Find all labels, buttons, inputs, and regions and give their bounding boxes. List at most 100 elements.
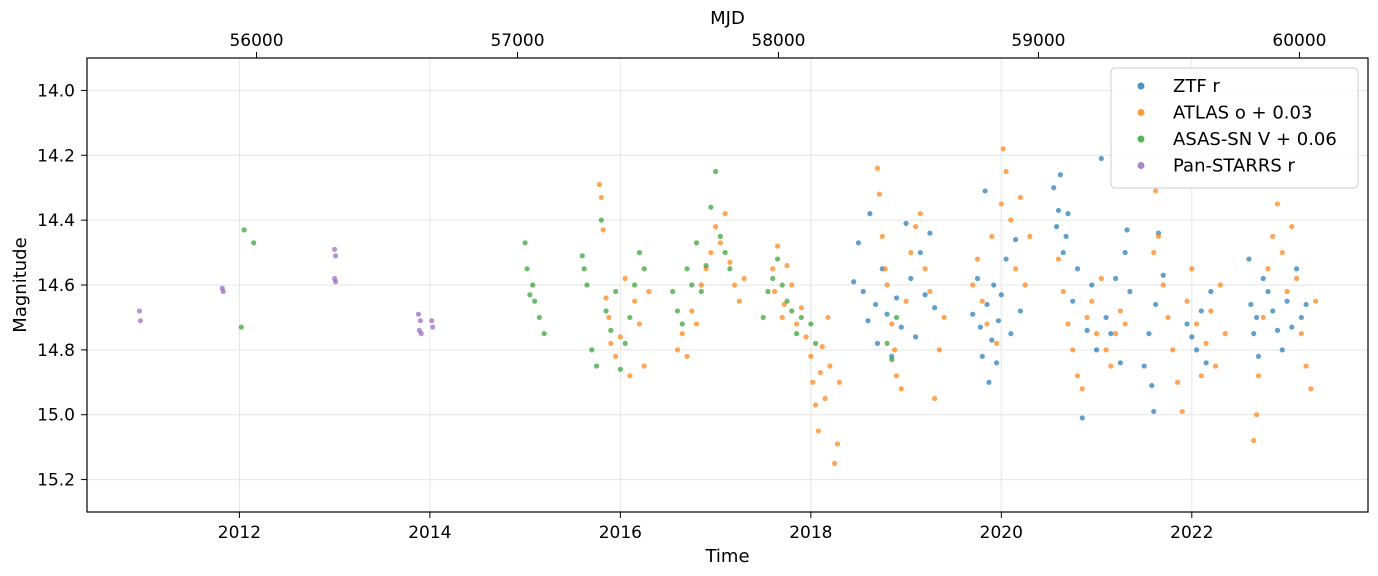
data-point bbox=[1151, 249, 1157, 256]
data-point bbox=[1070, 347, 1076, 353]
data-point bbox=[760, 314, 766, 321]
data-point bbox=[893, 295, 900, 301]
data-point bbox=[641, 266, 647, 272]
data-point bbox=[717, 233, 723, 239]
data-point bbox=[1265, 288, 1271, 295]
data-point bbox=[1179, 408, 1185, 415]
data-point bbox=[1089, 282, 1095, 288]
data-point bbox=[825, 314, 831, 321]
data-point bbox=[898, 324, 904, 330]
data-point bbox=[982, 188, 988, 194]
data-point bbox=[1274, 201, 1281, 207]
data-point bbox=[1293, 275, 1300, 282]
data-point bbox=[536, 314, 542, 321]
data-point bbox=[636, 249, 643, 256]
data-point bbox=[989, 337, 995, 343]
data-point bbox=[832, 460, 838, 466]
data-point bbox=[670, 288, 676, 295]
data-point bbox=[1117, 360, 1123, 366]
data-point bbox=[251, 240, 257, 246]
top-tick-label: 56000 bbox=[229, 31, 283, 51]
data-point bbox=[774, 256, 781, 262]
data-point bbox=[922, 266, 928, 272]
data-point bbox=[1013, 237, 1019, 243]
top-tick-label: 60000 bbox=[1272, 31, 1326, 51]
data-point bbox=[815, 428, 822, 434]
top-tick-label: 59000 bbox=[1011, 31, 1065, 51]
data-point bbox=[332, 279, 339, 285]
data-point bbox=[689, 308, 695, 314]
data-point bbox=[1079, 386, 1085, 392]
data-point bbox=[893, 314, 900, 321]
x-tick-label: 2018 bbox=[789, 523, 832, 543]
data-point bbox=[1141, 363, 1147, 369]
top-tick-label: 57000 bbox=[490, 31, 544, 51]
data-point bbox=[727, 266, 733, 272]
data-point bbox=[873, 301, 879, 308]
data-point bbox=[589, 347, 595, 353]
y-tick-label: 15.2 bbox=[37, 471, 75, 491]
data-point bbox=[793, 321, 800, 327]
data-point bbox=[679, 321, 685, 327]
data-point bbox=[703, 262, 709, 269]
data-point bbox=[1208, 308, 1214, 314]
data-point bbox=[1213, 363, 1219, 369]
data-point bbox=[598, 194, 604, 201]
data-point bbox=[612, 353, 619, 359]
data-point bbox=[789, 308, 795, 314]
data-point bbox=[882, 266, 888, 272]
data-point bbox=[784, 298, 790, 304]
data-point bbox=[1008, 331, 1014, 337]
data-point bbox=[784, 262, 790, 269]
data-point bbox=[876, 191, 883, 197]
data-point bbox=[1184, 298, 1190, 304]
data-point bbox=[736, 298, 743, 304]
data-point bbox=[874, 340, 881, 346]
data-point bbox=[1065, 321, 1071, 327]
x-tick-label: 2014 bbox=[408, 523, 451, 543]
data-point bbox=[137, 318, 143, 324]
data-point bbox=[808, 353, 814, 359]
data-point bbox=[779, 314, 785, 321]
data-point bbox=[1065, 211, 1071, 217]
data-point bbox=[808, 321, 814, 327]
data-point bbox=[541, 331, 547, 337]
data-point bbox=[1113, 275, 1119, 282]
data-point bbox=[932, 395, 938, 402]
data-point bbox=[798, 314, 804, 321]
data-point bbox=[622, 340, 628, 346]
data-point bbox=[836, 379, 843, 385]
y-tick-label: 14.6 bbox=[37, 276, 75, 296]
data-point bbox=[608, 340, 614, 346]
data-point bbox=[1060, 288, 1066, 295]
series-2 bbox=[238, 168, 900, 372]
data-point bbox=[1284, 288, 1290, 295]
data-point bbox=[1113, 331, 1119, 337]
data-point bbox=[1189, 334, 1195, 340]
data-point bbox=[793, 331, 800, 337]
data-point bbox=[1051, 185, 1057, 191]
data-point bbox=[789, 282, 795, 288]
data-point bbox=[827, 363, 833, 369]
data-point bbox=[598, 217, 604, 223]
data-point bbox=[1203, 340, 1209, 346]
data-point bbox=[1289, 324, 1295, 330]
data-point bbox=[1027, 233, 1033, 239]
data-point bbox=[1298, 314, 1304, 321]
data-point bbox=[1313, 298, 1319, 304]
data-point bbox=[581, 266, 587, 272]
data-point bbox=[1093, 347, 1100, 353]
data-point bbox=[530, 282, 536, 288]
data-point bbox=[772, 288, 778, 295]
data-point bbox=[1274, 327, 1281, 333]
data-point bbox=[627, 314, 633, 321]
data-point bbox=[1253, 412, 1260, 418]
data-point bbox=[1153, 188, 1159, 194]
data-point bbox=[995, 318, 1002, 324]
data-point bbox=[879, 233, 885, 239]
data-point bbox=[1008, 217, 1014, 223]
data-point bbox=[579, 253, 585, 259]
data-point bbox=[770, 275, 776, 282]
data-point bbox=[1098, 155, 1104, 162]
top-tick-label: 58000 bbox=[751, 31, 805, 51]
